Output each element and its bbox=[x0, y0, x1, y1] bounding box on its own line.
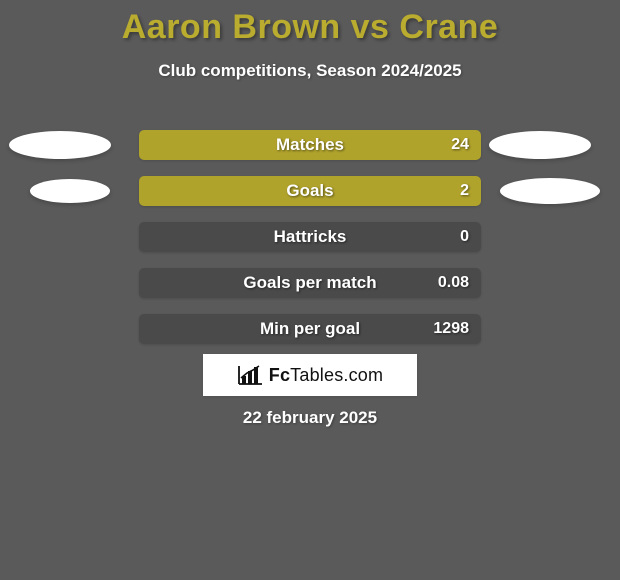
bar-chart-icon bbox=[237, 364, 263, 386]
ellipse-left bbox=[9, 131, 111, 159]
ellipse-right bbox=[489, 131, 591, 159]
stat-bar: Min per goal1298 bbox=[139, 314, 481, 344]
stat-bar: Matches24 bbox=[139, 130, 481, 160]
stat-bar-fill bbox=[139, 130, 481, 160]
ellipse-right bbox=[500, 178, 600, 204]
ellipse-left bbox=[30, 179, 110, 203]
stat-label: Hattricks bbox=[139, 227, 481, 247]
logo-text-left: Fc bbox=[269, 365, 290, 385]
stat-row: Min per goal1298 bbox=[0, 306, 620, 352]
page-subtitle: Club competitions, Season 2024/2025 bbox=[0, 61, 620, 81]
comparison-card: Aaron Brown vs Crane Club competitions, … bbox=[0, 0, 620, 580]
stat-bar-fill bbox=[139, 176, 481, 206]
logo-text-right: Tables.com bbox=[290, 365, 383, 385]
stat-value: 0.08 bbox=[438, 274, 469, 292]
stat-bar: Goals2 bbox=[139, 176, 481, 206]
stat-rows: Matches24 Goals2 Hattricks0 Goals per match… bbox=[0, 122, 620, 352]
stat-label: Goals per match bbox=[139, 273, 481, 293]
stat-label: Min per goal bbox=[139, 319, 481, 339]
stat-row: Matches24 bbox=[0, 122, 620, 168]
page-title: Aaron Brown vs Crane bbox=[0, 0, 620, 47]
logo-text: FcTables.com bbox=[269, 365, 383, 386]
stat-bar: Goals per match0.08 bbox=[139, 268, 481, 298]
stat-value: 1298 bbox=[433, 320, 469, 338]
stat-row: Hattricks0 bbox=[0, 214, 620, 260]
logo-box: FcTables.com bbox=[203, 354, 417, 396]
stat-row: Goals2 bbox=[0, 168, 620, 214]
stat-bar: Hattricks0 bbox=[139, 222, 481, 252]
stat-row: Goals per match0.08 bbox=[0, 260, 620, 306]
date-text: 22 february 2025 bbox=[0, 408, 620, 428]
stat-value: 0 bbox=[460, 228, 469, 246]
